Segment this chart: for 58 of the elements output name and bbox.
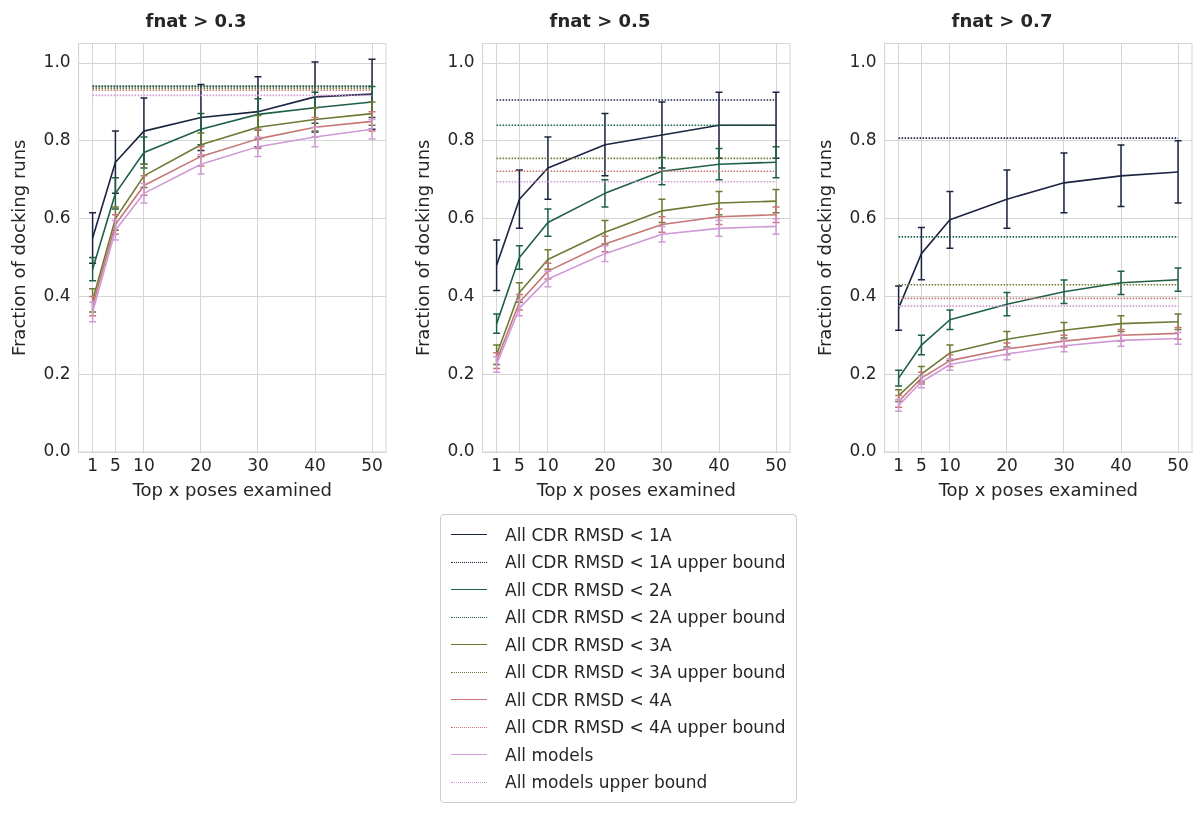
y-axis-title: Fraction of docking runs: [8, 139, 30, 357]
y-tick-label: 0.6: [43, 207, 71, 228]
legend-label: All CDR RMSD < 3A upper bound: [505, 662, 786, 683]
y-tick-label: 0.2: [849, 362, 877, 383]
chart-title: fnat > 0.5: [549, 10, 651, 32]
y-tick-label: 0.2: [447, 362, 475, 383]
y-tick-label: 0.8: [447, 129, 475, 150]
legend-label: All CDR RMSD < 3A: [505, 634, 672, 655]
x-tick-label: 30: [651, 454, 673, 475]
x-tick-label: 20: [594, 454, 616, 475]
x-tick-label: 10: [537, 454, 559, 475]
x-tick-label: 20: [190, 454, 212, 475]
x-tick-label: 40: [1110, 454, 1132, 475]
x-axis-title: Top x poses examined: [937, 478, 1138, 500]
y-axis-title: Fraction of docking runs: [412, 139, 434, 357]
x-tick-label: 20: [996, 454, 1018, 475]
x-tick-label: 5: [514, 454, 525, 475]
x-tick-label: 40: [304, 454, 326, 475]
x-tick-label: 10: [939, 454, 961, 475]
x-tick-label: 50: [765, 454, 787, 475]
y-axis-title: Fraction of docking runs: [814, 139, 836, 357]
y-tick-label: 0.8: [849, 129, 877, 150]
legend-label: All CDR RMSD < 1A: [505, 524, 672, 545]
x-axis-title: Top x poses examined: [535, 478, 736, 500]
y-tick-label: 0.6: [447, 207, 475, 228]
x-tick-label: 5: [110, 454, 121, 475]
y-tick-label: 0.4: [849, 284, 877, 305]
y-tick-label: 0.4: [447, 284, 475, 305]
x-tick-label: 10: [133, 454, 155, 475]
legend-label: All CDR RMSD < 2A upper bound: [505, 607, 786, 628]
y-tick-label: 0.2: [43, 362, 71, 383]
x-tick-label: 1: [87, 454, 99, 475]
x-tick-label: 30: [1053, 454, 1075, 475]
x-tick-label: 40: [708, 454, 730, 475]
legend-label: All CDR RMSD < 4A: [505, 689, 672, 710]
legend-label: All CDR RMSD < 2A: [505, 579, 672, 600]
x-axis-title: Top x poses examined: [131, 478, 332, 500]
y-tick-label: 1.0: [447, 51, 475, 72]
y-tick-label: 1.0: [849, 51, 877, 72]
x-tick-label: 5: [916, 454, 927, 475]
y-tick-label: 0.0: [43, 440, 71, 461]
x-tick-label: 30: [247, 454, 269, 475]
legend-label: All CDR RMSD < 4A upper bound: [505, 717, 786, 738]
y-tick-label: 0.0: [849, 440, 877, 461]
y-tick-label: 0.6: [849, 207, 877, 228]
legend-label: All models upper bound: [505, 772, 708, 793]
y-tick-label: 0.4: [43, 284, 71, 305]
y-tick-label: 1.0: [43, 51, 71, 72]
x-tick-label: 50: [1167, 454, 1189, 475]
y-tick-label: 0.8: [43, 129, 71, 150]
chart-title: fnat > 0.7: [951, 10, 1053, 32]
x-tick-label: 1: [491, 454, 503, 475]
y-tick-label: 0.0: [447, 440, 475, 461]
legend-label: All models: [505, 744, 594, 765]
x-tick-label: 50: [361, 454, 383, 475]
chart-title: fnat > 0.3: [145, 10, 247, 32]
legend-label: All CDR RMSD < 1A upper bound: [505, 552, 786, 573]
x-tick-label: 1: [893, 454, 905, 475]
